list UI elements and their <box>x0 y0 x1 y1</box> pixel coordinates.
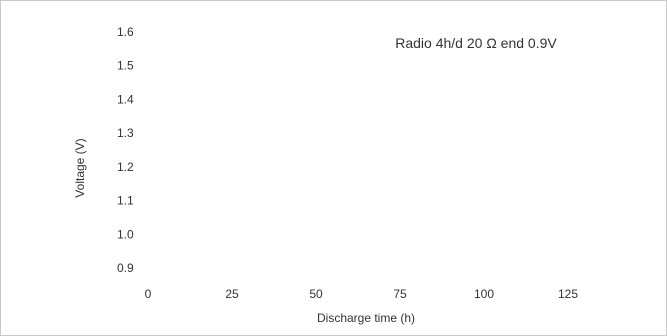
y-tick-label: 0.9 <box>117 261 134 275</box>
x-axis-title: Discharge time (h) <box>317 311 415 325</box>
y-axis-title: Voltage (V) <box>73 138 87 197</box>
y-tick-label: 1.1 <box>117 194 134 208</box>
y-tick-label: 1.5 <box>117 59 134 73</box>
y-axis-ticks: 1.6 1.5 1.4 1.3 1.2 1.1 1.0 0.9 <box>117 25 134 275</box>
y-tick-label: 1.2 <box>117 160 134 174</box>
x-tick-label: 50 <box>309 287 323 301</box>
x-tick-label: 0 <box>145 287 152 301</box>
x-tick-label: 125 <box>558 287 578 301</box>
x-axis-ticks: 0 25 50 75 100 125 <box>145 287 579 301</box>
chart-title: Radio 4h/d 20 Ω end 0.9V <box>395 35 557 51</box>
x-tick-label: 25 <box>225 287 239 301</box>
y-tick-label: 1.3 <box>117 126 134 140</box>
y-tick-label: 1.4 <box>117 92 134 106</box>
y-tick-label: 1.0 <box>117 227 134 241</box>
y-tick-label: 1.6 <box>117 25 134 39</box>
x-tick-label: 75 <box>393 287 407 301</box>
x-tick-label: 100 <box>474 287 494 301</box>
